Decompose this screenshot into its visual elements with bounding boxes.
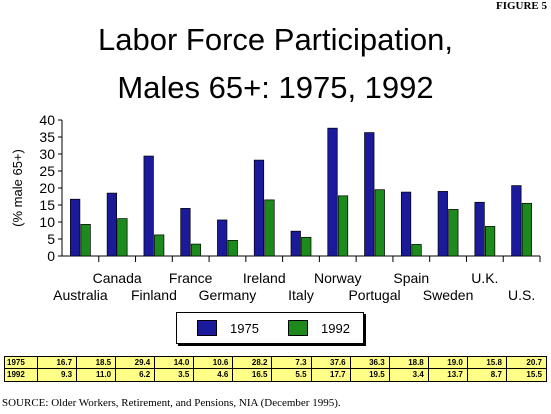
- bar-1975-finland: [143, 155, 154, 257]
- figure-label: FIGURE 5: [495, 0, 547, 12]
- bar-1992-norway: [337, 195, 349, 257]
- table-cell: 28.2: [233, 357, 273, 369]
- bar-1992-germany: [227, 240, 238, 257]
- y-tick-label: 0: [47, 248, 55, 264]
- chart-title-line-1: Labor Force Participation,: [98, 22, 453, 57]
- bar-1975-sweden: [437, 191, 448, 257]
- x-category-label: U.S.: [508, 287, 535, 303]
- table-cell: 4.6: [194, 369, 234, 381]
- x-category-label: U.K.: [471, 270, 498, 286]
- table-cell: 11.0: [77, 369, 117, 381]
- bar-1975-ireland: [253, 159, 265, 257]
- x-category-label: Germany: [199, 287, 257, 303]
- bar-1992-canada: [117, 218, 128, 257]
- y-tick-label: 25: [39, 163, 55, 179]
- table-cell: 19.5: [351, 369, 390, 381]
- y-tick-label: 35: [39, 129, 55, 145]
- legend-label-1992: 1992: [321, 320, 350, 336]
- x-category-label: Italy: [288, 287, 314, 303]
- table-cell: 19.0: [428, 357, 468, 369]
- table-cell: 17.7: [312, 369, 351, 381]
- table-cell: 8.7: [468, 369, 507, 381]
- x-category-label: Australia: [53, 287, 108, 303]
- x-category-label: Sweden: [423, 287, 474, 303]
- data-table: 1975 16.7 18.5 29.4 14.0 10.6 28.2 7.3 37.6 36.3 1…: [4, 356, 547, 382]
- table-cell: 18.5: [77, 357, 117, 369]
- bar-1992-italy: [301, 236, 312, 257]
- bar-1992-france: [190, 243, 202, 257]
- x-category-label: Portugal: [348, 287, 400, 303]
- legend-swatch-1975: [197, 320, 217, 336]
- bar-1975-canada: [106, 192, 118, 257]
- table-cell: 37.6: [311, 357, 351, 369]
- table-cell: 6.2: [116, 369, 156, 381]
- table-row-label: 1992: [5, 369, 38, 381]
- bar-1975-us: [511, 185, 522, 257]
- table-cell: 10.6: [194, 357, 234, 369]
- y-tick-label: 15: [39, 197, 55, 213]
- table-cell: 20.7: [506, 357, 546, 369]
- y-tick-label: 5: [47, 231, 55, 247]
- bar-1975-australia: [70, 198, 81, 257]
- bar-1992-us: [521, 202, 532, 257]
- bar-1975-italy: [290, 230, 301, 257]
- bar-1992-finland: [154, 234, 165, 257]
- x-category-label: Spain: [393, 270, 429, 286]
- bar-1975-norway: [327, 127, 338, 257]
- y-tick-label: 10: [39, 214, 55, 230]
- bar-1975-portugal: [364, 132, 375, 257]
- x-category-label: Norway: [314, 270, 361, 286]
- table-cell: 5.5: [272, 369, 312, 381]
- table-cell: 3.4: [390, 369, 429, 381]
- x-category-label: Canada: [93, 270, 142, 286]
- table-row-label: 1975: [5, 357, 38, 369]
- table-cell: 15.8: [467, 357, 507, 369]
- bar-1992-uk: [484, 226, 496, 257]
- x-category-label: France: [169, 270, 213, 286]
- table-cell: 14.0: [155, 357, 195, 369]
- bar-1975-germany: [217, 219, 228, 257]
- bar-1975-france: [180, 208, 191, 257]
- bar-1975-spain: [400, 191, 412, 257]
- table-cell: 16.5: [233, 369, 273, 381]
- legend-item-1975: 1975: [197, 320, 259, 336]
- x-category-label: Ireland: [243, 270, 286, 286]
- bar-1975-uk: [474, 201, 485, 257]
- table-cell: 16.7: [38, 357, 78, 369]
- chart-legend: 1975 1992: [176, 312, 364, 344]
- bar-1992-ireland: [264, 199, 275, 257]
- source-note: SOURCE: Older Workers, Retirement, and P…: [2, 397, 341, 409]
- table-cell: 18.8: [389, 357, 429, 369]
- bar-1992-australia: [80, 224, 91, 257]
- bar-1992-portugal: [374, 189, 385, 257]
- table-cell: 13.7: [429, 369, 468, 381]
- y-tick-label: 30: [39, 146, 55, 162]
- chart-title-line-2: Males 65+: 1975, 1992: [117, 70, 434, 105]
- y-axis-title: (% male 65+): [10, 149, 25, 227]
- y-tick-label: 40: [39, 112, 55, 128]
- table-cell: 15.5: [526, 370, 542, 379]
- legend-item-1992: 1992: [288, 320, 350, 336]
- table-cell: 29.4: [116, 357, 156, 369]
- bar-1992-spain: [411, 244, 422, 257]
- table-cell: 9.3: [38, 369, 78, 381]
- legend-label-1975: 1975: [230, 320, 259, 336]
- table-cell: 36.3: [350, 357, 390, 369]
- bar-1992-sweden: [448, 209, 459, 257]
- table-cell: 3.5: [155, 369, 195, 381]
- x-category-label: Finland: [131, 287, 177, 303]
- table-cell: 7.3: [272, 357, 312, 369]
- y-tick-label: 20: [39, 180, 55, 196]
- legend-swatch-1992: [288, 320, 308, 336]
